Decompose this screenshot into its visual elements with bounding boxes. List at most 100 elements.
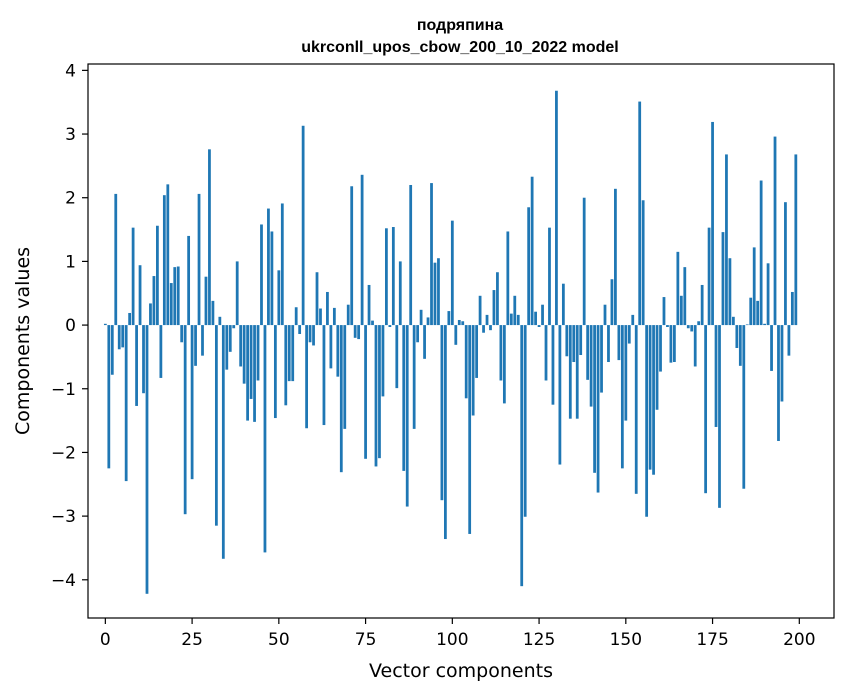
bar-5: [121, 325, 125, 348]
bar-9: [135, 325, 138, 406]
bar-68: [339, 325, 343, 473]
bar-33: [218, 316, 222, 326]
bar-81: [385, 228, 388, 326]
bar-73: [357, 325, 361, 340]
bar-191: [766, 263, 770, 326]
x-tick-label-50: 50: [268, 630, 290, 650]
bar-139: [586, 325, 590, 380]
bar-184: [742, 325, 746, 489]
bar-16: [159, 325, 163, 378]
bar-93: [426, 317, 430, 326]
bar-118: [513, 295, 517, 326]
bar-177: [718, 325, 721, 508]
bar-124: [534, 311, 537, 326]
bar-14: [152, 276, 156, 326]
y-axis-label: Components values: [12, 247, 34, 435]
bar-174: [707, 227, 711, 326]
bar-107: [475, 325, 479, 378]
bar-75: [364, 325, 367, 459]
x-axis-label: Vector components: [369, 660, 553, 682]
bar-23: [183, 325, 187, 515]
bar-79: [378, 325, 381, 459]
y-tick-label-3: 3: [65, 125, 76, 145]
bar-153: [634, 325, 638, 494]
bar-37: [232, 325, 236, 329]
bar-65: [329, 325, 333, 369]
bar-186: [749, 297, 753, 326]
y-tick-label--3: −3: [51, 507, 76, 527]
bar-88: [409, 184, 413, 326]
bar-24: [187, 235, 191, 326]
bar-119: [516, 314, 520, 326]
bar-108: [478, 295, 482, 326]
bar-133: [565, 325, 569, 357]
bar-136: [575, 325, 579, 419]
bar-114: [499, 325, 503, 381]
y-tick-label--2: −2: [51, 443, 76, 463]
bar-62: [319, 308, 322, 326]
bar-43: [253, 325, 256, 422]
bar-152: [631, 314, 635, 326]
bar-105: [468, 325, 472, 534]
bar-167: [683, 267, 687, 326]
y-tick-label-0: 0: [65, 316, 76, 336]
bar-144: [603, 304, 607, 326]
bar-97: [440, 325, 444, 501]
bar-56: [298, 325, 302, 334]
bar-129: [551, 325, 555, 405]
bar-58: [305, 325, 308, 429]
y-tick-label--1: −1: [51, 380, 76, 400]
bar-187: [752, 247, 756, 326]
bar-121: [523, 325, 527, 517]
bar-21: [176, 266, 180, 326]
bar-42: [249, 325, 253, 399]
bar-63: [322, 325, 326, 426]
bar-54: [291, 325, 295, 382]
bar-173: [704, 325, 708, 494]
bar-113: [496, 272, 499, 326]
bar-117: [509, 313, 513, 326]
bar-80: [381, 325, 385, 397]
bar-18: [166, 184, 170, 326]
bar-165: [676, 251, 680, 326]
bar-87: [405, 325, 409, 507]
bar-1: [107, 325, 111, 469]
bar-158: [652, 325, 655, 475]
bar-147: [614, 188, 617, 326]
bar-53: [287, 325, 291, 382]
bar-61: [315, 272, 319, 326]
bar-149: [620, 325, 624, 469]
bar-166: [679, 295, 683, 326]
x-tick-label-175: 175: [696, 630, 728, 650]
bar-178: [721, 232, 725, 326]
bar-92: [423, 325, 426, 359]
bar-67: [336, 325, 340, 377]
y-tick-label-1: 1: [65, 252, 76, 272]
bar-50: [277, 270, 281, 326]
bar-90: [416, 325, 420, 343]
bar-151: [627, 325, 631, 344]
bar-164: [673, 325, 676, 363]
bar-180: [728, 258, 732, 326]
bar-66: [332, 307, 336, 326]
bar-150: [624, 325, 628, 421]
bar-48: [270, 231, 274, 326]
bar-99: [447, 311, 451, 326]
bar-122: [527, 207, 531, 326]
bar-160: [659, 325, 662, 372]
bar-148: [617, 325, 621, 361]
bar-171: [697, 321, 701, 326]
bar-15: [156, 225, 159, 326]
bar-194: [777, 325, 780, 441]
bar-72: [353, 325, 357, 338]
bar-168: [686, 325, 690, 329]
bar-109: [482, 325, 485, 333]
bar-179: [725, 154, 728, 326]
bar-7: [128, 312, 132, 326]
bar-101: [454, 325, 458, 345]
bar-91: [419, 309, 423, 326]
bar-95: [433, 262, 437, 326]
bar-131: [558, 325, 562, 465]
bar-0: [103, 323, 107, 326]
bar-4: [117, 325, 121, 350]
